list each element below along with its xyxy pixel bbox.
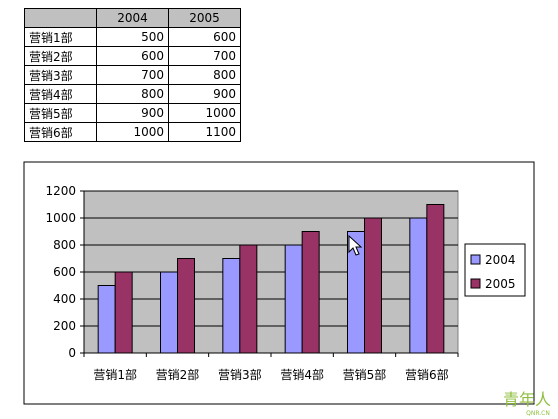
table-cell[interactable]: 700 — [168, 46, 241, 66]
table-cell[interactable]: 营销5部 — [24, 103, 97, 123]
bar-2005-2[interactable] — [177, 258, 195, 354]
data-table: 2004 2005 营销1部 500 600 营销2部 600 700 营销3部… — [24, 8, 241, 142]
bar-2004-1[interactable] — [97, 285, 116, 354]
table-row: 营销3部 700 800 — [24, 65, 241, 85]
legend-swatch-2004 — [470, 254, 481, 265]
y-tick-label: 200 — [53, 319, 76, 333]
y-tick-label: 800 — [53, 238, 76, 252]
table-header-corner[interactable] — [24, 8, 97, 28]
bar-2004-6[interactable] — [409, 217, 428, 354]
table-cell[interactable]: 900 — [168, 84, 241, 104]
watermark-sub: QNR.CN — [526, 410, 550, 417]
table-row: 营销6部 1000 1100 — [24, 122, 241, 142]
table-cell[interactable]: 营销6部 — [24, 122, 97, 142]
table-header-2004[interactable]: 2004 — [96, 8, 169, 28]
y-tick-label: 600 — [53, 265, 76, 279]
table-row: 营销2部 600 700 — [24, 46, 241, 66]
bar-2004-4[interactable] — [284, 244, 303, 354]
y-tick-label: 1000 — [45, 211, 76, 225]
bar-2005-3[interactable] — [239, 244, 258, 354]
table-cell[interactable]: 1000 — [96, 122, 169, 142]
x-tick-label: 营销5部 — [343, 367, 387, 382]
x-tick-label: 营销3部 — [218, 367, 262, 382]
legend-label-2005: 2005 — [485, 277, 516, 291]
bar-2004-2[interactable] — [160, 271, 178, 354]
legend-label-2004: 2004 — [485, 253, 516, 267]
legend-swatch-2005 — [470, 278, 481, 289]
cursor-icon — [348, 234, 363, 256]
x-tick-label: 营销2部 — [156, 367, 200, 382]
x-tick-label: 营销1部 — [93, 367, 137, 382]
y-tick-label: 400 — [53, 292, 76, 306]
bar-2004-3[interactable] — [222, 258, 241, 354]
y-tick-label: 0 — [68, 346, 76, 360]
bar-2005-1[interactable] — [114, 271, 133, 354]
table-cell[interactable]: 900 — [96, 103, 169, 123]
bar-2005-6[interactable] — [426, 204, 445, 354]
x-tick-label: 营销4部 — [280, 367, 324, 382]
bar-2005-5[interactable] — [364, 217, 382, 354]
table-cell[interactable]: 1100 — [168, 122, 241, 142]
x-tick-label: 营销6部 — [405, 367, 449, 382]
watermark-text: 青年人 — [503, 390, 551, 409]
watermark-logo: 青年人 QNR.CN — [503, 390, 551, 417]
chart-layer: 0 200 400 600 800 1000 1200 营销1部 营销2部 营销3部 营销4部 营销5… — [45, 184, 526, 382]
bar-2005-4[interactable] — [301, 231, 320, 354]
y-tick-label: 1200 — [45, 184, 76, 198]
